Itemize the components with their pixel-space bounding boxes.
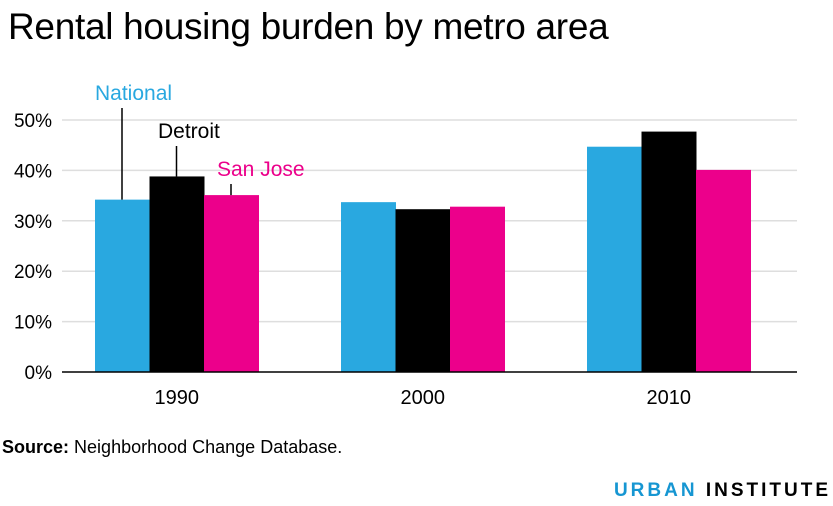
y-tick-label: 20% (14, 262, 52, 283)
y-tick-label: 30% (14, 212, 52, 233)
y-tick-label: 10% (14, 313, 52, 334)
bar (95, 199, 150, 372)
logo-institute: INSTITUTE (705, 480, 831, 501)
y-tick-label: 40% (14, 161, 52, 182)
bar (587, 146, 642, 372)
source-label: Source: (2, 437, 70, 457)
bar-chart: 0% 10% 20% 30% 40% 50% 1990 2000 2010 National Det… (14, 82, 797, 409)
source-text: Neighborhood Change Database. (74, 437, 343, 457)
logo-urban: URBAN (613, 480, 698, 501)
y-tick-label: 0% (25, 363, 53, 384)
x-tick-label: 2010 (647, 387, 692, 409)
x-tick-label: 1990 (155, 387, 200, 409)
urban-institute-logo: URBAN INSTITUTE (614, 480, 831, 502)
chart-title: Rental housing burden by metro area (8, 6, 609, 47)
bar (450, 206, 505, 372)
bar (149, 176, 205, 372)
x-tick-label: 2000 (401, 387, 446, 409)
bar (395, 209, 451, 372)
bar (641, 131, 697, 372)
source-note: Source: Neighborhood Change Database. (2, 436, 342, 458)
series-label: National (95, 82, 172, 105)
bar (204, 195, 259, 372)
y-tick-label: 50% (14, 111, 52, 132)
bar (341, 202, 396, 372)
series-label: San Jose (217, 158, 305, 181)
bar (696, 169, 751, 372)
series-label: Detroit (158, 120, 220, 143)
